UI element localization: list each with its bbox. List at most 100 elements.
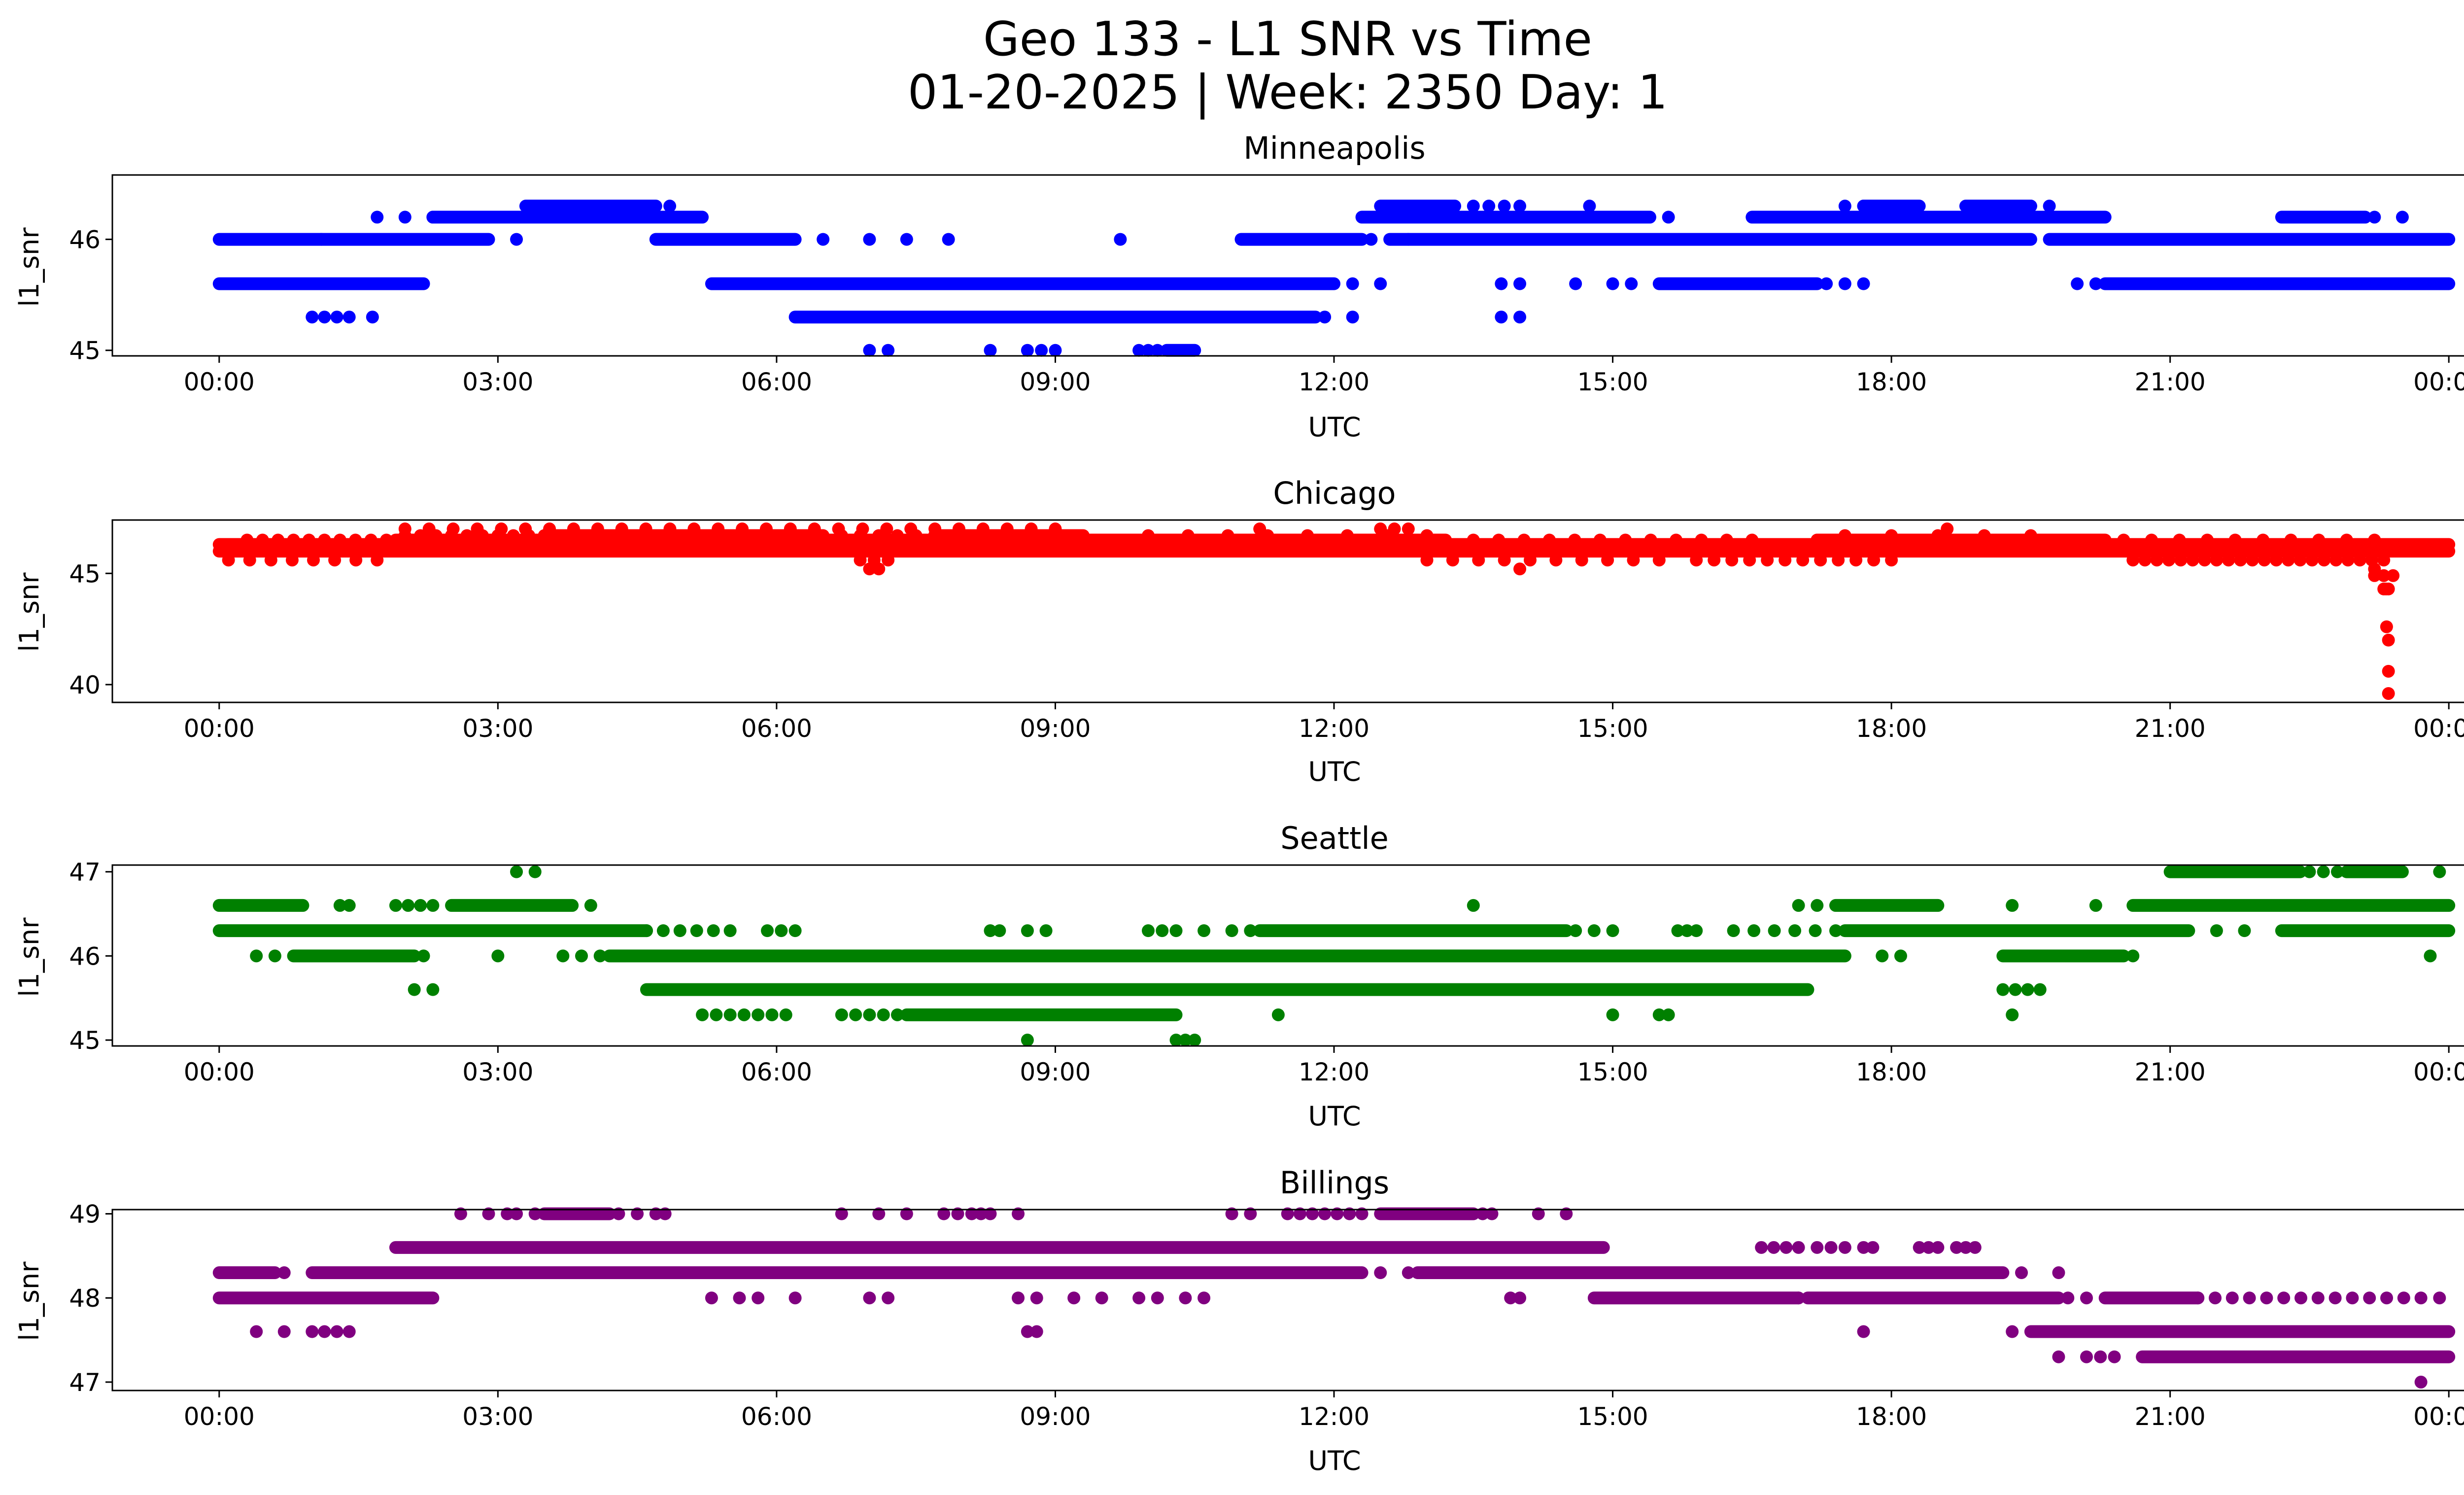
y-tick-label: 45 xyxy=(69,337,101,365)
point-1-1-1 xyxy=(1518,210,1531,224)
point-3-3-4 xyxy=(2024,529,2037,542)
point-3-3-0 xyxy=(863,1291,876,1305)
point-5-0-2 xyxy=(723,1008,737,1021)
point-2-10-1 xyxy=(2238,924,2251,938)
x-tick-label: 12:00 xyxy=(1299,368,1369,396)
point-5-1-1 xyxy=(2094,1350,2107,1363)
point-5-4-12 xyxy=(2270,554,2283,567)
point-5-3-2 xyxy=(1151,344,1164,357)
point-3-4-2 xyxy=(1857,277,1870,290)
point-2-0-4 xyxy=(303,533,316,547)
panel-title: Billings xyxy=(1280,1165,1389,1201)
point-3-6-0 xyxy=(2424,949,2437,963)
point-2-9-5 xyxy=(1829,924,1842,938)
point-run-3-0 xyxy=(538,529,830,542)
y-tick-label: 48 xyxy=(69,1284,101,1313)
point-2-5-0 xyxy=(1365,233,1378,246)
point-3-3-1 xyxy=(1625,277,1638,290)
point-3-12-6 xyxy=(2294,1291,2308,1305)
point-3-2-0 xyxy=(491,949,505,963)
point-4-0-15 xyxy=(759,522,773,536)
x-axis-label: UTC xyxy=(1308,756,1361,787)
x-tick-label: 21:00 xyxy=(2135,1402,2206,1431)
point-2-1-9 xyxy=(1695,533,1708,547)
point-0-13-1 xyxy=(1485,1207,1499,1220)
x-tick-label: 09:00 xyxy=(1020,714,1091,743)
point-run-5-0 xyxy=(2136,1350,2456,1363)
point-2-0-2 xyxy=(673,924,686,938)
point-1-1-1 xyxy=(402,899,415,912)
point-6-1-2 xyxy=(1188,1034,1201,1047)
point-0-9-1 xyxy=(984,1207,997,1220)
point-4-0-17 xyxy=(808,522,821,536)
point-2-1-10 xyxy=(1720,533,1733,547)
point-4-0-19 xyxy=(856,522,869,536)
panel-billings: Billings UTC l1_snr 00:00 03:00 06:00 09:00… xyxy=(14,1165,2464,1476)
point-8-0-0 xyxy=(2380,620,2393,633)
point-1-0-2 xyxy=(426,210,440,224)
point-3-2-1 xyxy=(1181,529,1195,542)
point-3-1-1 xyxy=(752,1291,765,1305)
point-run-0-0 xyxy=(519,200,662,213)
point-3-3-3 xyxy=(1978,529,1991,542)
point-6-0-0 xyxy=(2414,1375,2428,1389)
point-run-5-0 xyxy=(900,1008,1183,1021)
point-5-2-9 xyxy=(1652,554,1666,567)
point-5-3-1 xyxy=(1141,344,1155,357)
point-0-4-0 xyxy=(649,1207,662,1220)
point-2-1-7 xyxy=(1644,533,1657,547)
point-2-0-0 xyxy=(640,924,653,938)
point-2-1-3 xyxy=(1543,533,1556,547)
point-2-8-1 xyxy=(1680,924,1694,938)
point-0-3-1 xyxy=(631,1207,644,1220)
x-tick-label: 09:00 xyxy=(1020,1402,1091,1431)
point-2-1-0 xyxy=(761,924,774,938)
point-3-2-4 xyxy=(1301,529,1314,542)
point-run-3-2 xyxy=(1652,277,1824,290)
point-run-0-3 xyxy=(1959,200,2037,213)
y-tick-label: 46 xyxy=(69,942,101,971)
point-run-2-1 xyxy=(1811,533,2112,547)
point-run-2-2 xyxy=(649,233,802,246)
point-4-1-2 xyxy=(2021,983,2034,996)
point-1-3-1 xyxy=(2396,210,2409,224)
point-0-1-1 xyxy=(2317,865,2330,878)
point-1-1-0 xyxy=(389,899,402,912)
point-5-2-5 xyxy=(1549,554,1563,567)
point-2-0-3 xyxy=(287,533,300,547)
point-1-0-0 xyxy=(371,210,384,224)
point-5-0-4 xyxy=(752,1008,765,1021)
point-5-4-0 xyxy=(1652,1008,1666,1021)
point-5-4-3 xyxy=(2162,554,2175,567)
point-3-12-10 xyxy=(2363,1291,2376,1305)
point-1-6-0 xyxy=(2089,899,2102,912)
point-0-0-1 xyxy=(528,865,542,878)
point-2-3-0 xyxy=(942,233,955,246)
point-2-2-4 xyxy=(2228,533,2242,547)
point-run-1-0 xyxy=(389,1241,1610,1254)
point-3-0-0 xyxy=(250,949,263,963)
point-run-4-0 xyxy=(2024,1325,2456,1338)
point-2-1-11 xyxy=(1745,533,1759,547)
point-run-3-3 xyxy=(2098,1291,2205,1305)
point-0-2-1 xyxy=(528,1207,542,1220)
point-5-4-5 xyxy=(2186,554,2199,567)
point-2-6-0 xyxy=(1225,924,1238,938)
point-0-2-0 xyxy=(510,1207,523,1220)
point-3-1-1 xyxy=(1513,277,1527,290)
point-1-0-0 xyxy=(333,899,346,912)
point-3-12-1 xyxy=(2209,1291,2222,1305)
point-4-2-0 xyxy=(1318,311,1332,324)
point-5-4-8 xyxy=(2222,554,2235,567)
panel-title: Seattle xyxy=(1280,820,1388,856)
point-5-5-0 xyxy=(2006,1008,2019,1021)
point-2-2-7 xyxy=(2312,533,2326,547)
x-tick-label: 12:00 xyxy=(1299,1058,1369,1086)
point-2-7-0 xyxy=(1569,924,1582,938)
point-5-2-6 xyxy=(1575,554,1588,567)
y-tick-label: 45 xyxy=(69,1026,101,1055)
point-0-6-0 xyxy=(872,1207,886,1220)
point-2-2-2 xyxy=(2173,533,2186,547)
point-5-1-0 xyxy=(2080,1350,2093,1363)
point-3-12-9 xyxy=(2346,1291,2359,1305)
